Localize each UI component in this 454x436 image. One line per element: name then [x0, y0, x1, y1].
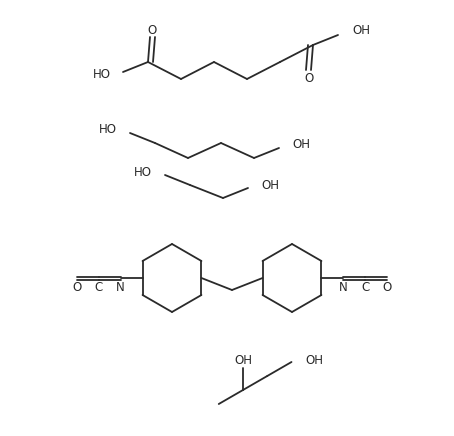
Text: N: N [116, 280, 125, 293]
Text: C: C [361, 280, 370, 293]
Text: O: O [72, 280, 81, 293]
Text: HO: HO [134, 166, 152, 178]
Text: C: C [94, 280, 103, 293]
Text: O: O [148, 24, 157, 37]
Text: O: O [304, 72, 314, 85]
Text: HO: HO [93, 68, 111, 81]
Text: OH: OH [292, 137, 310, 150]
Text: N: N [339, 280, 348, 293]
Text: OH: OH [306, 354, 324, 367]
Text: OH: OH [261, 178, 279, 191]
Text: O: O [383, 280, 392, 293]
Text: HO: HO [99, 123, 117, 136]
Text: OH: OH [234, 354, 252, 367]
Text: OH: OH [352, 24, 370, 37]
